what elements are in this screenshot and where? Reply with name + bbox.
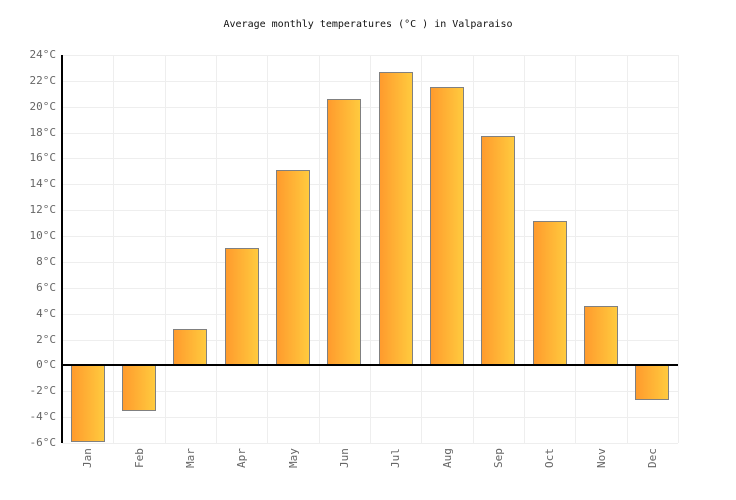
y-tick-label: 0°C (36, 358, 56, 372)
grid-line-vertical (267, 55, 269, 443)
grid-line-vertical (113, 55, 115, 443)
x-tick-label-may: May (286, 448, 300, 468)
grid-line-vertical (370, 55, 371, 443)
y-tick-label: -6°C (29, 436, 57, 449)
x-tick-label-nov: Nov (594, 448, 608, 468)
x-tick-label-jan: Jan (81, 448, 95, 468)
grid-line-vertical (421, 55, 423, 443)
grid-line-vertical (575, 55, 577, 443)
y-tick-label: 2°C (36, 332, 56, 346)
y-tick-label: 14°C (29, 177, 57, 191)
bar-nov (584, 305, 618, 366)
x-tick-label-sep: Sep (491, 448, 505, 468)
x-tick-label-aug: Aug (440, 448, 454, 468)
y-tick-label: 6°C (36, 280, 56, 294)
bar-oct (532, 220, 567, 366)
y-tick-label: 4°C (36, 306, 56, 320)
grid-line-vertical (164, 55, 166, 443)
x-tick-label-dec: Dec (645, 448, 659, 468)
y-tick-label: -2°C (29, 384, 57, 398)
y-tick-label: 12°C (29, 203, 57, 217)
x-tick-label-jul: Jul (389, 448, 403, 468)
grid-line-vertical (524, 55, 525, 443)
y-tick-label: 20°C (29, 99, 57, 113)
x-tick-label-mar: Mar (183, 448, 197, 468)
x-tick-label-apr: Apr (235, 448, 249, 468)
grid-line-vertical (318, 55, 320, 443)
y-tick-label: 8°C (36, 254, 56, 268)
grid-line-vertical (216, 55, 217, 443)
x-tick-label-oct: Oct (543, 448, 557, 468)
grid-line-vertical (678, 55, 679, 443)
bar-jan (70, 365, 105, 442)
bar-aug (430, 87, 464, 366)
y-axis-line (61, 55, 63, 443)
y-tick-label: 22°C (29, 73, 57, 87)
bar-feb (122, 365, 156, 411)
grid-line-vertical (626, 55, 628, 443)
y-tick-label: 18°C (29, 125, 57, 139)
grid-line-vertical (472, 55, 474, 443)
y-tick-label: 16°C (29, 151, 57, 165)
x-tick-label-feb: Feb (132, 448, 146, 468)
grid-line-horizontal (62, 443, 678, 444)
x-tick-label-jun: Jun (337, 448, 351, 468)
y-tick-label: 24°C (29, 48, 57, 61)
bar-jul (378, 71, 413, 366)
y-tick-label: -4°C (29, 410, 57, 424)
chart-title: Average monthly temperatures (°C ) in Va… (223, 19, 513, 30)
bar-dec (635, 365, 670, 401)
zero-line (62, 364, 678, 367)
bar-mar (173, 329, 208, 366)
bar-may (276, 170, 310, 366)
bar-apr (224, 247, 259, 366)
plot-area (62, 55, 679, 444)
y-tick-label: 10°C (29, 229, 57, 243)
bar-jun (327, 98, 362, 366)
bar-sep (481, 136, 516, 366)
